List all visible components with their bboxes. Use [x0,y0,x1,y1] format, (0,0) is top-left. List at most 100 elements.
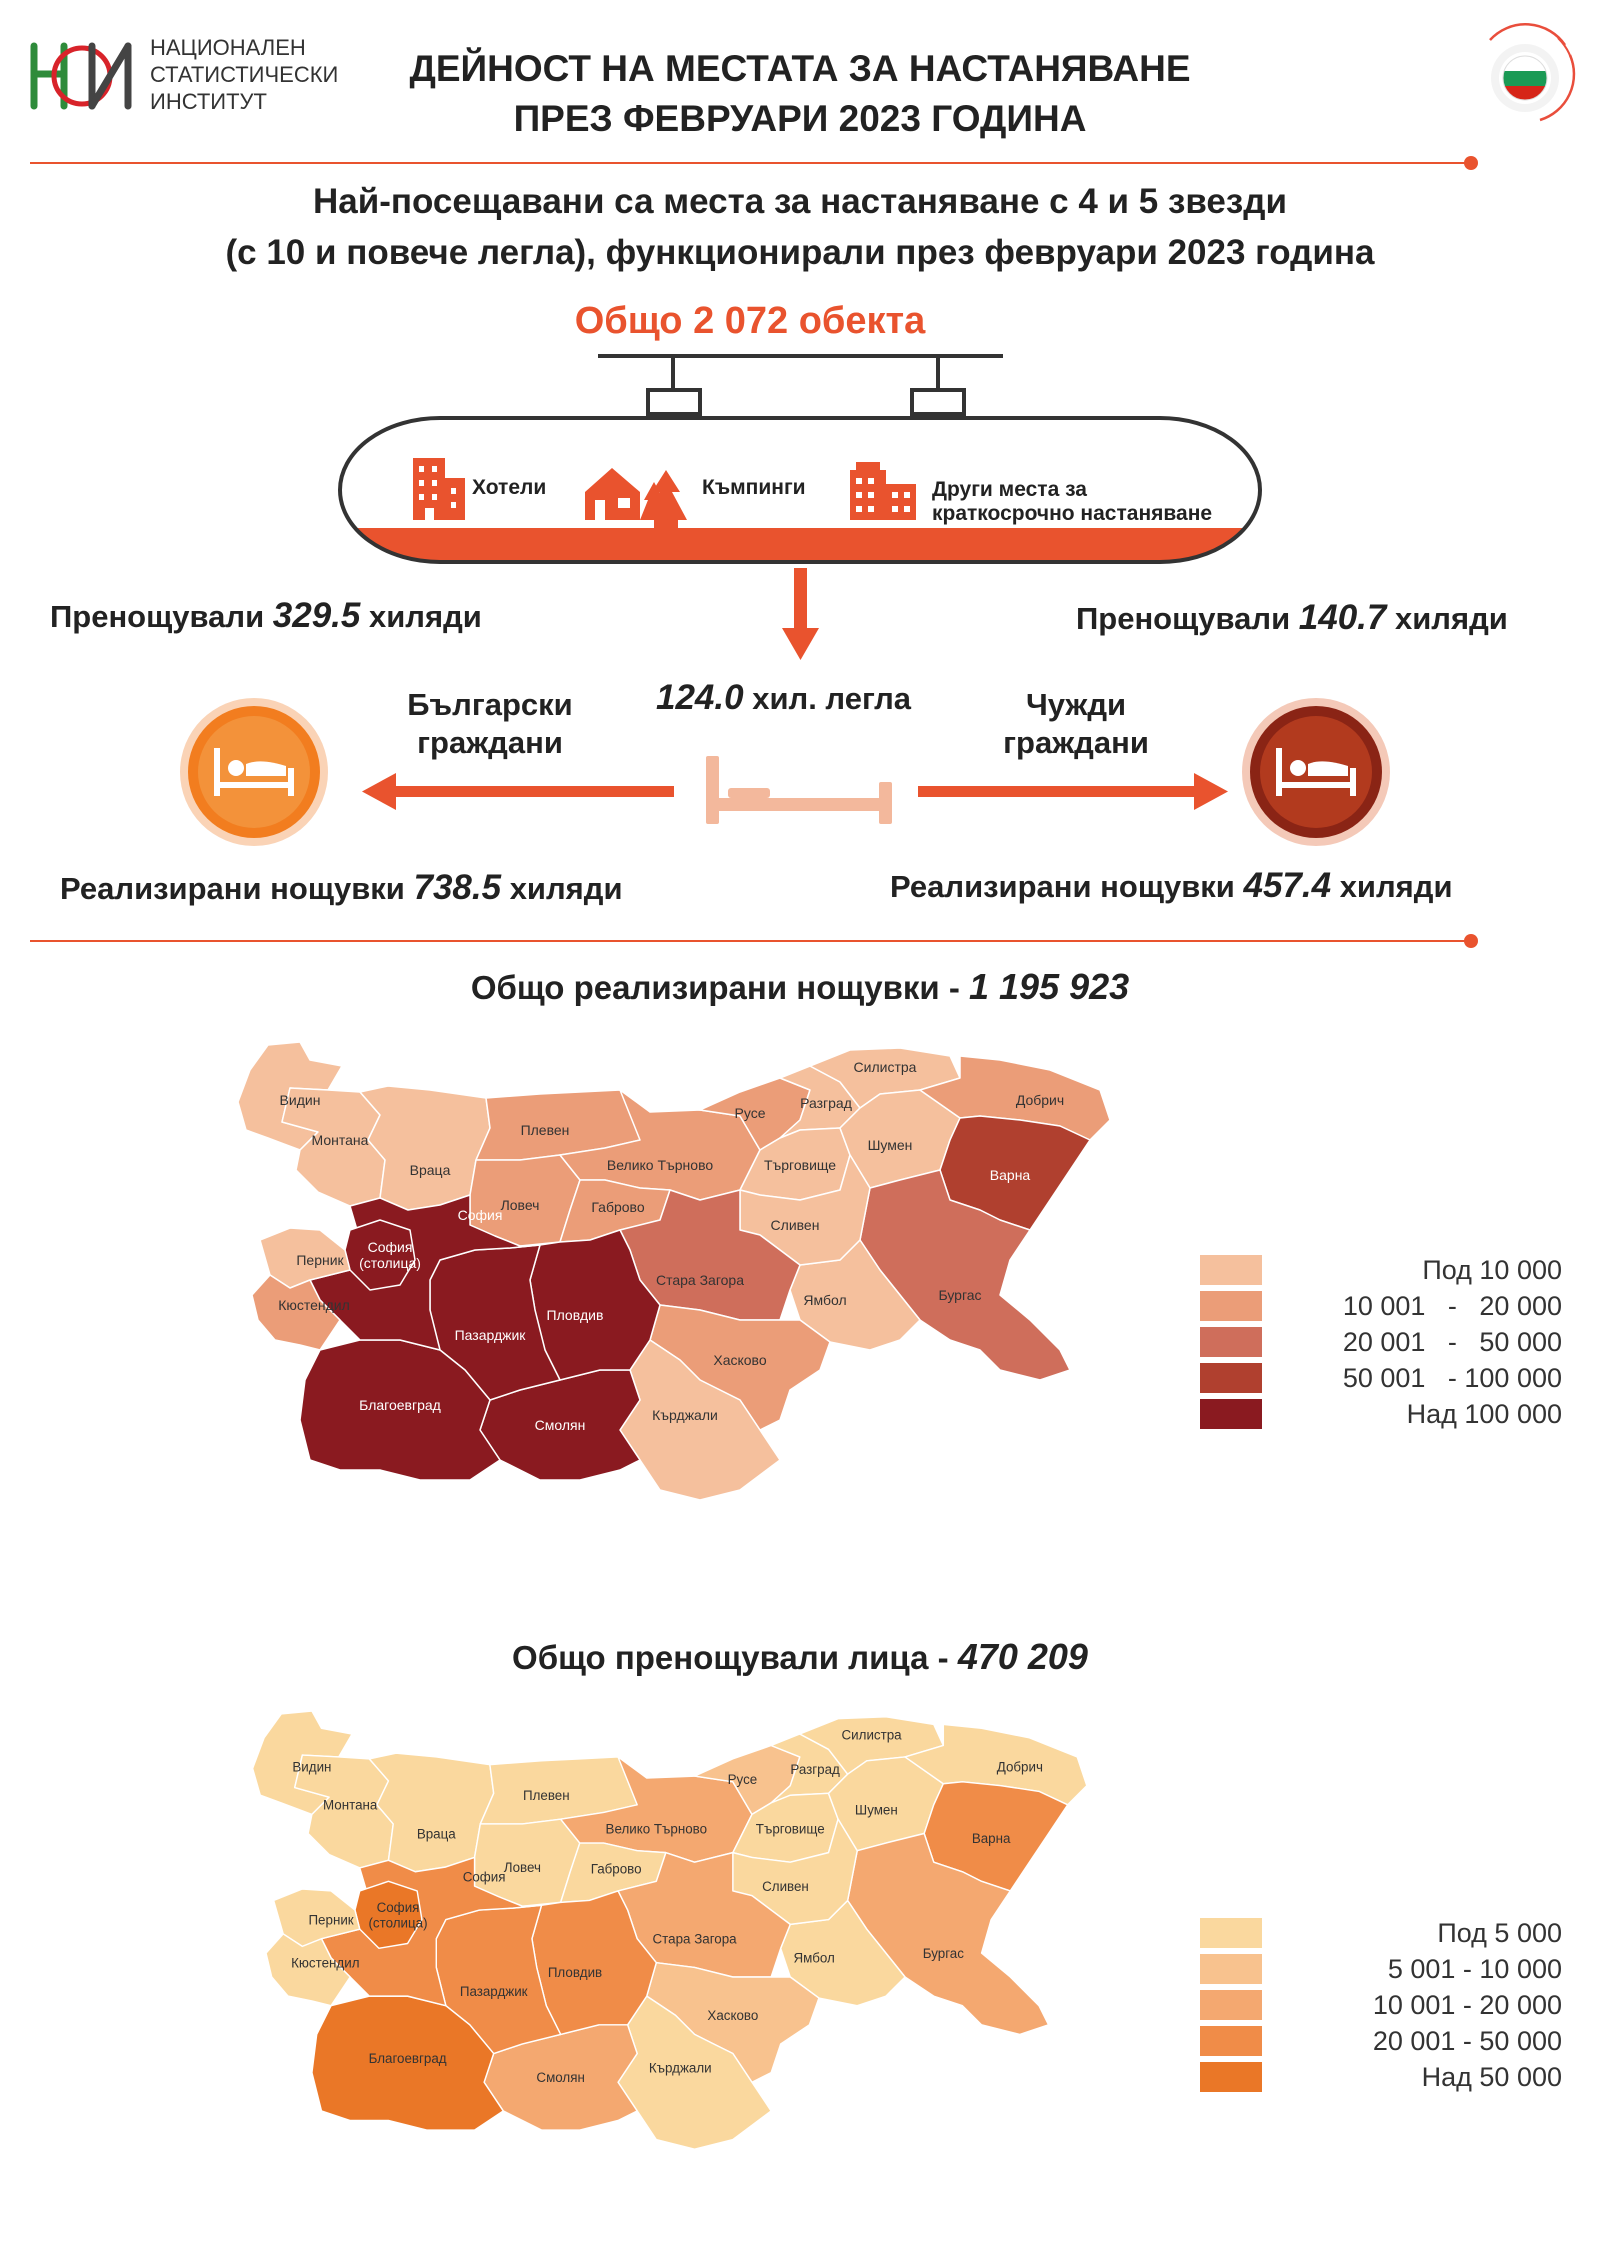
region-label: Враца [410,1162,451,1178]
beds-unit: хил. легла [743,681,912,716]
legend-item: Над 50 000 [1200,2062,1562,2094]
region-label: Монтана [312,1132,369,1148]
foreign-group-line: граждани [1003,725,1149,760]
org-name-line: СТАТИСТИЧЕСКИ [150,62,339,87]
foreign-guests-badge [1242,698,1390,846]
map-guests-title-prefix: Общо пренощували лица - [512,1639,958,1676]
region-kyustendil [265,1933,351,2007]
down-arrow-shaft [794,568,807,630]
legend-item: 50 001 - 100 000 [1200,1363,1562,1395]
region-label: Велико Търново [606,1822,708,1837]
legend-swatch [1200,1291,1262,1321]
page-title: ДЕЙНОСТ НА МЕСТАТА ЗА НАСТАНЯВАНЕ ПРЕЗ Ф… [340,44,1260,144]
other-accommodation-icon [850,462,916,520]
region-label: Шумен [868,1137,913,1153]
region-label: Кюстендил [278,1297,350,1313]
region-kyustendil [251,1274,341,1351]
total-suffix: обекта [788,300,926,342]
region-label: Добрич [1016,1092,1064,1108]
region-label: Ловеч [501,1197,540,1213]
org-name-line: ИНСТИТУТ [150,89,267,114]
right-arrow-head [1194,773,1228,810]
bg-guests-unit: хиляди [360,599,482,634]
region-label: Пазарджик [455,1327,527,1343]
bracket-clamp-left [646,388,702,416]
region-label: Монтана [323,1798,378,1813]
map-guests-legend: Под 5 000 5 001 - 10 000 10 001 - 20 000… [1200,1918,1562,2098]
foreign-guests: Пренощували 140.7 хиляди [1076,598,1508,638]
total-prefix: Общо [574,300,694,342]
legend-swatch [1200,1327,1262,1357]
region-label: Пловдив [548,1965,602,1980]
region-label: Плевен [523,1788,570,1803]
region-label: Добрич [997,1759,1043,1774]
bed-icon [706,756,892,824]
region-label: Ямбол [794,1951,835,1966]
region-label: Сливен [762,1879,809,1894]
foreign-nights-value: 457.4 [1243,866,1332,905]
region-label: Кърджали [652,1407,718,1423]
legend-label: 10 001 - 20 000 [1372,1990,1562,2020]
region-label: Варна [990,1167,1031,1183]
legend-item: 10 001 - 20 000 [1200,1990,1562,2022]
region-label: Русе [735,1105,766,1121]
bg-nights-label: Реализирани нощувки [60,871,414,906]
region-label: Хасково [707,2008,758,2023]
region-label: Стара Загора [656,1272,744,1288]
region-label: Русе [728,1772,758,1787]
region-label: София [458,1207,503,1223]
region-label: Благоевград [369,2051,447,2066]
region-label: Кърджали [649,2061,712,2076]
legend-swatch [1200,1255,1262,1285]
legend-item: Под 10 000 [1200,1255,1562,1287]
legend-item: Над 100 000 [1200,1399,1562,1431]
bg-nights-unit: хиляди [501,871,623,906]
left-arrow-shaft [392,786,674,797]
map-nights-title-prefix: Общо реализирани нощувки - [470,969,970,1006]
legend-label: Под 10 000 [1422,1255,1562,1285]
region-label: София (столица) [368,1900,427,1930]
org-name-line: НАЦИОНАЛЕН [150,35,306,60]
map-guests-title: Общо пренощували лица - 470 209 [200,1636,1400,1678]
foreign-group-line: Чужди [1025,687,1127,722]
region-label: Бургас [938,1287,981,1303]
region-label: Силистра [842,1728,903,1743]
region-label: Пазарджик [460,1984,528,1999]
region-label: Варна [972,1831,1011,1846]
region-label: Шумен [855,1802,898,1817]
section-divider [30,940,1470,942]
legend-label: 10 001 - 20 000 [1342,1291,1562,1321]
bg-group-line: граждани [417,725,563,760]
region-label: Благоевград [359,1397,441,1413]
region-label: Перник [308,1912,353,1927]
region-label: София (столица) [359,1239,421,1271]
region-label: Разград [800,1095,852,1111]
bg-guests-label: Пренощували [50,599,273,634]
type-other-line: Други места за [932,478,1087,501]
map-nights-legend: Под 10 000 10 001 - 20 000 20 001 - 50 0… [1200,1255,1562,1435]
type-other-label: Други места за краткосрочно настаняване [932,478,1212,526]
legend-label: 5 001 - 10 000 [1387,1954,1562,1984]
region-label: Видин [280,1092,321,1108]
legend-item: 5 001 - 10 000 [1200,1954,1562,1986]
down-arrow-head [782,628,819,660]
camping-icon [585,468,687,528]
subtitle-line: Най-посещавани са места за настаняване с… [312,182,1288,221]
bed-person-icon [214,748,294,796]
region-label: Видин [292,1759,331,1774]
bg-guests-value: 329.5 [272,596,361,635]
map-guests-title-value: 470 209 [957,1636,1088,1677]
foreign-nights-label: Реализирани нощувки [890,869,1244,904]
foreign-guests-unit: хиляди [1386,601,1508,636]
region-label: Кюстендил [291,1955,359,1970]
region-label: Смолян [536,2070,584,2085]
region-label: Смолян [535,1417,586,1433]
total-objects: Общо 2 072 обекта [500,300,1000,343]
hotel-icon [413,458,465,520]
legend-swatch [1200,1990,1262,2020]
legend-item: Под 5 000 [1200,1918,1562,1950]
flag-badge-icon [1489,23,1576,122]
legend-label: Над 100 000 [1406,1399,1562,1429]
legend-item: 20 001 - 50 000 [1200,1327,1562,1359]
map-nights-title-value: 1 195 923 [969,966,1130,1007]
